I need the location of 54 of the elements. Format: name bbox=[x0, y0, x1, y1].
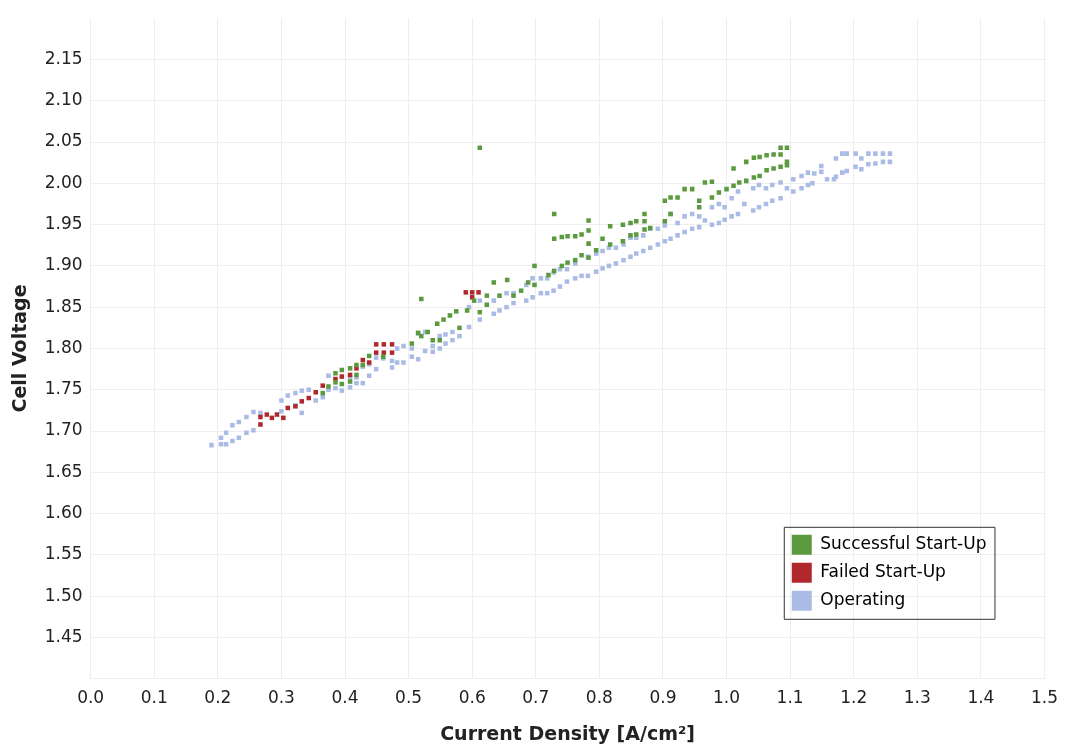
point bbox=[281, 415, 286, 421]
x-tick-label: 0.8 bbox=[585, 687, 613, 708]
point bbox=[373, 342, 379, 347]
x-tick-label: 0.0 bbox=[77, 687, 105, 708]
y-tick-label: 1.45 bbox=[44, 625, 83, 646]
x-tick-label: 0.2 bbox=[204, 687, 232, 708]
point bbox=[381, 342, 387, 347]
point bbox=[306, 395, 312, 401]
legend-label: Failed Start-Up bbox=[820, 561, 946, 582]
x-tick-label: 1.5 bbox=[1030, 687, 1059, 708]
point bbox=[389, 342, 395, 347]
y-tick-label: 1.80 bbox=[44, 336, 83, 357]
y-tick-label: 1.65 bbox=[44, 460, 83, 481]
y-tick-label: 1.95 bbox=[44, 213, 83, 234]
point bbox=[339, 374, 345, 379]
y-tick-label: 2.05 bbox=[44, 130, 83, 151]
point bbox=[476, 290, 481, 295]
x-tick-label: 1.3 bbox=[903, 687, 931, 708]
legend-label: Operating bbox=[820, 589, 906, 610]
y-tick-label: 1.75 bbox=[44, 378, 83, 399]
x-tick-label: 1.4 bbox=[967, 687, 995, 708]
point bbox=[258, 422, 263, 427]
legend-label: Successful Start-Up bbox=[820, 533, 987, 554]
x-tick-label: 0.6 bbox=[458, 687, 486, 708]
x-axis-title: Current Density [A/cm²] bbox=[440, 721, 695, 744]
point bbox=[264, 412, 270, 417]
point bbox=[469, 290, 475, 295]
point bbox=[299, 399, 305, 404]
y-tick-label: 1.55 bbox=[44, 543, 83, 564]
x-tick-label: 0.7 bbox=[522, 687, 550, 708]
x-tick-label: 1.2 bbox=[840, 687, 868, 708]
x-tick-label: 0.3 bbox=[267, 687, 295, 708]
x-tick-label: 0.5 bbox=[395, 687, 423, 708]
x-tick-label: 1.0 bbox=[713, 687, 741, 708]
point bbox=[373, 350, 379, 355]
y-tick-label: 2.15 bbox=[44, 47, 83, 68]
point bbox=[274, 412, 280, 417]
y-tick-label: 1.70 bbox=[44, 419, 83, 440]
point bbox=[320, 383, 326, 388]
y-tick-label: 1.90 bbox=[44, 254, 83, 275]
x-tick-label: 0.9 bbox=[649, 687, 677, 708]
y-tick-label: 2.00 bbox=[44, 171, 83, 192]
x-tick-label: 1.1 bbox=[776, 687, 804, 708]
y-tick-label: 1.60 bbox=[44, 502, 83, 523]
y-axis-title: Cell Voltage bbox=[8, 284, 31, 413]
x-tick-label: 0.1 bbox=[140, 687, 168, 708]
y-tick-label: 1.50 bbox=[44, 584, 83, 605]
point bbox=[258, 414, 263, 420]
y-tick-label: 1.85 bbox=[44, 295, 83, 316]
x-tick-label: 0.4 bbox=[331, 687, 359, 708]
point bbox=[389, 350, 395, 355]
y-tick-label: 2.10 bbox=[44, 89, 83, 110]
point bbox=[463, 290, 469, 295]
point bbox=[313, 390, 319, 395]
